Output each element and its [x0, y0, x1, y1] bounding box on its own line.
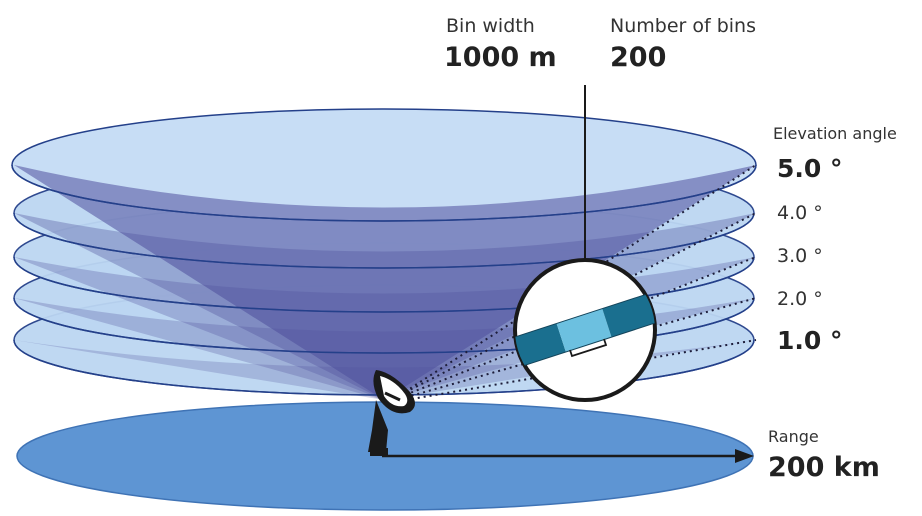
- range-arrow: [382, 449, 754, 463]
- bin-width-value: 1000 m: [444, 42, 557, 73]
- bin-width-label: Bin width: [446, 15, 535, 37]
- bin-magnifier: [513, 258, 657, 402]
- angle-label-1-0: 1.0 °: [777, 326, 843, 355]
- angle-label-5-0: 5.0 °: [777, 154, 843, 183]
- angle-label-2-0: 2.0 °: [777, 288, 823, 310]
- range-value: 200 km: [768, 452, 880, 483]
- angle-label-3-0: 3.0 °: [777, 245, 823, 267]
- range-label: Range: [768, 427, 819, 446]
- elevation-angle-title: Elevation angle: [773, 124, 897, 143]
- bin-width-bracket: [569, 338, 608, 358]
- bin-cell-dark-right: [602, 286, 655, 338]
- number-of-bins-value: 200: [610, 42, 666, 73]
- number-of-bins-label: Number of bins: [610, 15, 756, 37]
- radar-antenna: [368, 370, 415, 456]
- angle-label-4-0: 4.0 °: [777, 202, 823, 224]
